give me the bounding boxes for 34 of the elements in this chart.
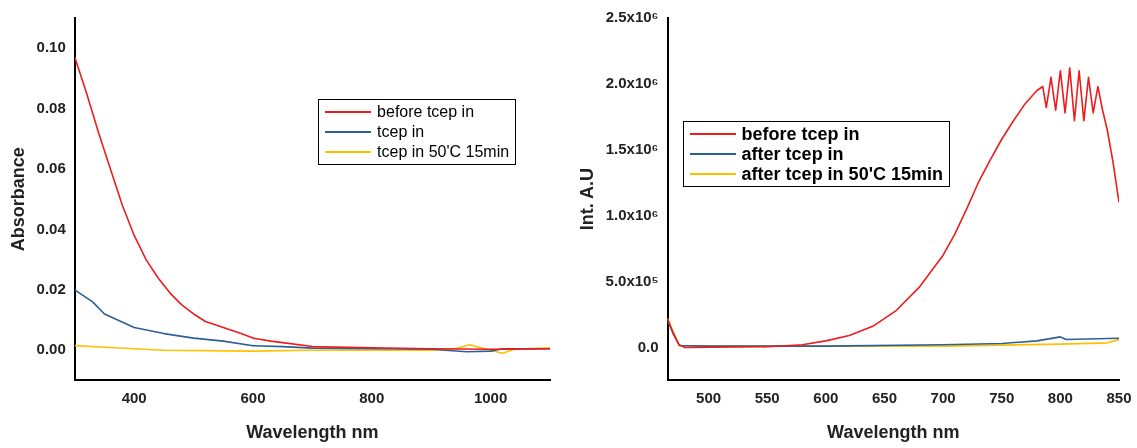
legend-label: tcep in — [377, 121, 425, 142]
y-tick-label: 0.04 — [36, 219, 67, 237]
y-axis-title: Absorbance — [7, 147, 28, 252]
y-tick-label: 0.06 — [36, 159, 66, 177]
legend-label: tcep in 50'C 15min — [377, 141, 510, 162]
x-tick-label: 850 — [1106, 388, 1132, 406]
x-tick-label: 1000 — [473, 388, 508, 406]
y-tick-label: 5.0x10⁵ — [605, 271, 659, 289]
y-tick-label: 0.10 — [36, 38, 66, 56]
legend-label: after tcep in — [741, 143, 844, 164]
y-tick-label: 0.08 — [36, 98, 66, 116]
y-tick-label: 2.0x10⁶ — [605, 74, 659, 92]
x-tick-label: 650 — [871, 388, 897, 406]
x-tick-label: 700 — [930, 388, 956, 406]
x-tick-label: 550 — [754, 388, 780, 406]
x-tick-label: 750 — [989, 388, 1015, 406]
x-tick-label: 500 — [696, 388, 722, 406]
y-tick-label: 0.0 — [637, 337, 659, 355]
legend-label: after tcep in 50'C 15min — [741, 163, 943, 184]
y-tick-label: 0.00 — [36, 340, 66, 358]
legend-label: before tcep in — [377, 101, 475, 122]
y-tick-label: 0.02 — [36, 279, 66, 297]
x-tick-label: 800 — [1047, 388, 1073, 406]
x-tick-label: 600 — [240, 388, 266, 406]
x-tick-label: 800 — [359, 388, 385, 406]
x-axis-title: Wavelength nm — [827, 422, 960, 443]
y-axis-title: Int. A.U — [576, 168, 597, 231]
x-tick-label: 600 — [813, 388, 839, 406]
y-tick-label: 1.5x10⁶ — [605, 139, 659, 157]
y-tick-label: 2.5x10⁶ — [605, 8, 659, 26]
x-axis-title: Wavelength nm — [246, 422, 379, 443]
y-tick-label: 1.0x10⁶ — [605, 205, 659, 223]
x-tick-label: 400 — [121, 388, 147, 406]
legend-label: before tcep in — [741, 123, 860, 144]
